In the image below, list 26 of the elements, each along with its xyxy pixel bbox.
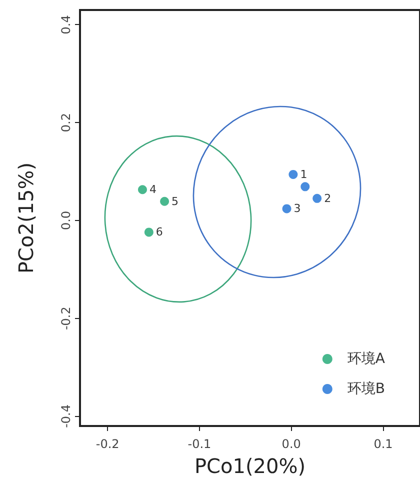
point (288, 170, 298, 179)
point (312, 194, 322, 203)
legend-label: 环境A (347, 351, 386, 367)
annotation: 4 (149, 183, 156, 196)
y-tick-label: -0.4 (59, 404, 73, 428)
point (160, 196, 170, 206)
x-tick-label: 0.0 (282, 437, 301, 451)
x-tick-label: -0.1 (188, 437, 212, 451)
x-tick-label: 0.1 (374, 437, 393, 451)
y-tick-label: 0.2 (59, 113, 73, 132)
point (300, 182, 310, 192)
x-tick-label: -0.2 (96, 437, 120, 451)
y-tick-label: 0.0 (59, 210, 73, 230)
point (138, 185, 147, 194)
y-tick-label: -0.2 (59, 306, 73, 330)
annotation: 6 (156, 226, 163, 239)
annotation: 5 (172, 194, 179, 208)
annotation: 1 (300, 168, 308, 181)
point (144, 228, 154, 237)
annotation: 3 (294, 202, 301, 216)
x-axis-title: PCo1(20%) (194, 454, 306, 478)
annotation: 2 (324, 192, 332, 205)
legend-label: 环境B (347, 381, 386, 397)
y-tick-label: 0.4 (59, 15, 73, 34)
y-axis-title: PCo2(15%) (14, 162, 38, 274)
point (282, 204, 292, 214)
